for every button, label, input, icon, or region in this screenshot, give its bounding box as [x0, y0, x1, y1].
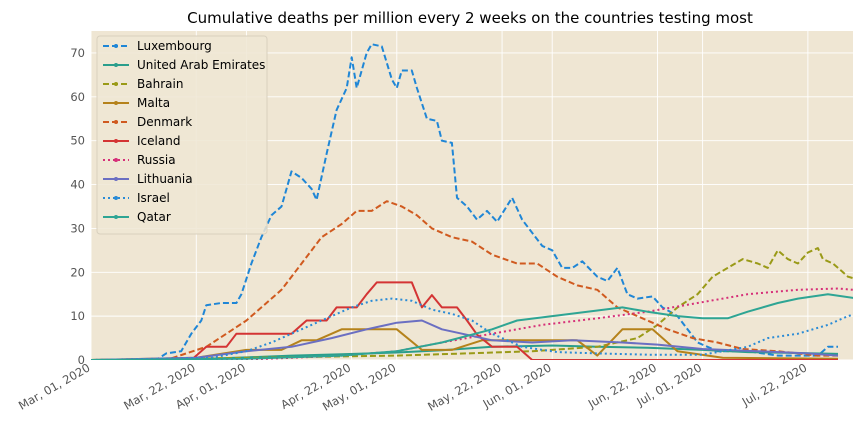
series-lines	[91, 43, 853, 360]
chart-title: Cumulative deaths per million every 2 we…	[187, 9, 753, 27]
y-tick-label: 70	[70, 46, 85, 60]
legend-label: Israel	[137, 191, 170, 205]
series-line-qatar	[91, 293, 853, 360]
series-line-denmark	[91, 200, 838, 360]
series-line-israel	[91, 297, 853, 360]
legend-label: Russia	[137, 153, 176, 167]
y-axis: 0 10 20 30 40 50 60 70	[70, 46, 85, 367]
legend-marker	[114, 158, 118, 162]
series-line-russia	[91, 287, 853, 360]
y-tick-label: 0	[78, 353, 85, 367]
legend-label: Luxembourg	[137, 39, 212, 53]
y-tick-label: 30	[70, 221, 85, 235]
y-tick-label: 50	[70, 134, 85, 148]
x-tick-label: Mar, 01, 2020	[16, 360, 92, 412]
legend: Luxembourg United Arab Emirates Bahrain Mal…	[96, 35, 268, 235]
legend-box	[96, 35, 268, 235]
y-tick-label: 60	[70, 90, 85, 104]
legend-marker	[114, 196, 118, 200]
series-line-bahrain	[91, 247, 853, 360]
legend-marker	[114, 101, 118, 105]
legend-marker	[114, 177, 118, 181]
y-tick-label: 10	[70, 309, 85, 323]
y-tick-label: 20	[70, 265, 85, 279]
series-line-lithuania	[91, 319, 839, 360]
series-line-luxembourg	[91, 43, 838, 360]
y-tick-label: 40	[70, 178, 85, 192]
legend-marker	[114, 82, 118, 86]
legend-label: Malta	[137, 96, 170, 110]
legend-label: Qatar	[137, 210, 171, 224]
legend-marker	[114, 63, 118, 67]
legend-marker	[114, 44, 118, 48]
legend-label: Iceland	[137, 134, 180, 148]
legend-label: Denmark	[137, 115, 192, 129]
legend-marker	[114, 120, 118, 124]
legend-marker	[114, 139, 118, 143]
series-line-iceland	[91, 281, 838, 360]
legend-label: United Arab Emirates	[137, 58, 265, 72]
legend-label: Lithuania	[137, 172, 193, 186]
x-tick-label: Jul, 22, 2020	[739, 360, 810, 409]
legend-label: Bahrain	[137, 77, 183, 91]
legend-marker	[114, 215, 118, 219]
